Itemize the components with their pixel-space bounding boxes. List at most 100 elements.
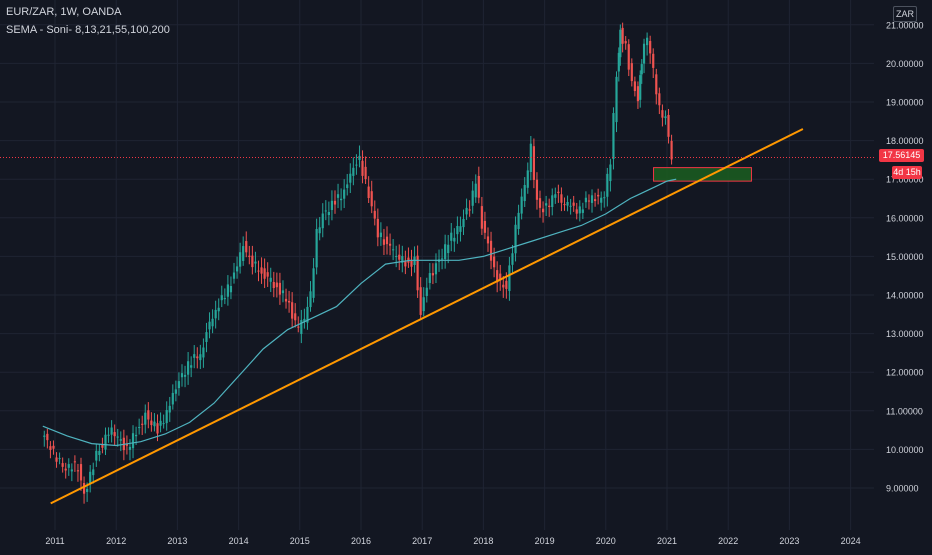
candle-body (370, 191, 373, 207)
candle-body (560, 194, 563, 203)
candle-body (220, 295, 223, 301)
y-tick-label: 16.00000 (886, 213, 924, 223)
y-tick-label: 17.00000 (886, 175, 924, 185)
candle-body (55, 457, 58, 462)
candle-body (633, 81, 636, 92)
candle-body (652, 53, 655, 68)
candle-body (434, 263, 438, 275)
candle-body (603, 197, 606, 199)
candle-body (346, 184, 349, 189)
candle-body (627, 44, 630, 70)
symbol-title[interactable]: EUR/ZAR, 1W, OANDA (6, 6, 122, 18)
candle-body (104, 434, 107, 450)
candle-body (572, 202, 575, 206)
x-tick-label: 2017 (412, 536, 432, 546)
candle-body (49, 446, 52, 450)
candle-body (563, 204, 566, 206)
candle-body (670, 140, 673, 160)
candle-body (52, 445, 55, 449)
candle-body (548, 205, 551, 207)
candle-body (575, 209, 578, 214)
candle-body (538, 198, 542, 208)
candle-body (578, 206, 581, 214)
candle-body (266, 272, 269, 277)
candle-body (196, 356, 199, 359)
candle-body (70, 469, 73, 472)
candle-body (514, 224, 517, 254)
candle-body (529, 143, 532, 173)
candle-body (541, 208, 545, 213)
candle-body (468, 209, 471, 211)
candle-body (168, 405, 171, 413)
candle-body (401, 256, 404, 263)
candle-body (89, 471, 92, 484)
y-tick-label: 10.00000 (886, 445, 924, 455)
candle-body (287, 300, 291, 303)
candle-body (159, 420, 162, 426)
candle-body (95, 450, 98, 461)
candle-body (269, 277, 272, 282)
x-tick-label: 2015 (290, 536, 310, 546)
candle-body (361, 160, 364, 176)
candle-body (202, 347, 205, 358)
candle-body (187, 361, 190, 375)
candle-body (205, 332, 208, 343)
y-tick-label: 14.00000 (886, 291, 924, 301)
candle-body (92, 469, 95, 476)
grid (0, 0, 874, 530)
candle-body (646, 37, 649, 46)
candle-body (119, 439, 122, 441)
candle-body (661, 110, 664, 118)
candle-body (180, 373, 184, 378)
candle-body (177, 381, 181, 389)
y-tick-label: 9.00000 (886, 484, 919, 494)
candle-body (125, 443, 129, 446)
candle-body (333, 200, 337, 205)
candle-body (107, 434, 110, 436)
support-zones (653, 167, 752, 182)
candle-body (584, 197, 588, 203)
candle-body (483, 220, 487, 233)
x-tick-label: 2023 (779, 536, 799, 546)
candle-body (557, 191, 560, 193)
currency-label: ZAR (893, 6, 917, 22)
candle-body (621, 27, 624, 44)
candle-body (385, 236, 389, 245)
candle-body (226, 284, 229, 297)
candle-body (309, 291, 312, 308)
candle-body (456, 226, 459, 235)
candle-body (251, 255, 254, 268)
x-tick-label: 2024 (841, 536, 861, 546)
candle-body (46, 433, 49, 441)
y-tick-label: 15.00000 (886, 252, 924, 262)
y-tick-label: 18.00000 (886, 136, 924, 146)
candle-body (58, 458, 61, 460)
candle-body (667, 114, 670, 137)
indicator-legend[interactable]: SEMA - Soni- 8,13,21,55,100,200 (6, 24, 170, 36)
candle-body (450, 232, 453, 241)
candle-body (64, 468, 67, 471)
candle-body (214, 309, 217, 319)
candle-body (294, 313, 297, 321)
candle-body (208, 321, 211, 330)
candle-body (364, 166, 367, 180)
candle-body (581, 209, 584, 213)
last-price-badge: 17.56145 (879, 149, 924, 162)
candle-body (131, 433, 135, 449)
candle-body (392, 249, 395, 251)
candle-body (82, 483, 86, 494)
candle-body (300, 320, 303, 334)
candle-body (480, 206, 483, 229)
x-tick-label: 2014 (229, 536, 249, 546)
candle-body (422, 297, 425, 312)
candle-body (76, 470, 80, 472)
candle-body (376, 218, 379, 238)
candle-body (587, 200, 591, 202)
candle-body (416, 255, 419, 291)
candle-body (141, 423, 144, 425)
candle-body (183, 374, 187, 377)
candle-body (242, 246, 245, 261)
candle-body (367, 186, 370, 199)
